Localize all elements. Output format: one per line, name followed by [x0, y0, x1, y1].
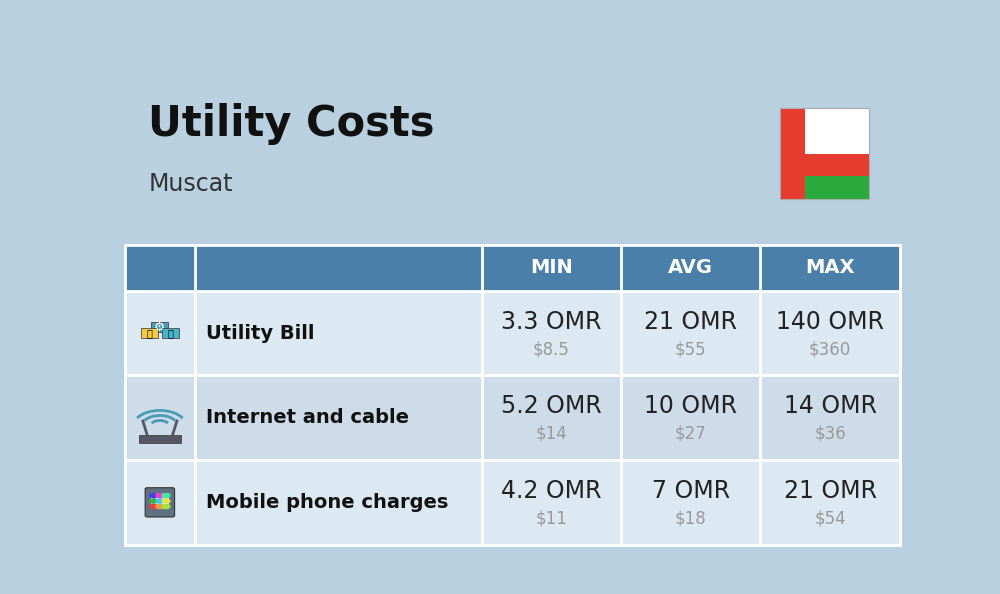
Text: $11: $11 [535, 510, 567, 527]
Circle shape [161, 504, 171, 509]
Bar [780, 108, 869, 200]
Bar [805, 108, 869, 154]
Circle shape [155, 493, 165, 498]
Bar [125, 291, 900, 375]
Text: $36: $36 [814, 425, 846, 443]
Text: $54: $54 [814, 510, 846, 527]
Text: Utility Costs: Utility Costs [148, 103, 435, 146]
Text: 140 OMR: 140 OMR [776, 309, 884, 334]
Bar [139, 435, 181, 443]
Text: 21 OMR: 21 OMR [644, 309, 737, 334]
Text: Muscat: Muscat [148, 172, 233, 196]
Text: $18: $18 [675, 510, 707, 527]
Bar [125, 375, 900, 460]
Text: MAX: MAX [805, 258, 855, 277]
FancyBboxPatch shape [145, 488, 175, 517]
Circle shape [155, 504, 165, 509]
Text: 5.2 OMR: 5.2 OMR [501, 394, 602, 418]
Text: 21 OMR: 21 OMR [784, 479, 877, 503]
Text: ⚙: ⚙ [154, 321, 166, 334]
Circle shape [161, 493, 171, 498]
Text: Mobile phone charges: Mobile phone charges [206, 493, 449, 512]
Bar [151, 322, 168, 332]
Circle shape [149, 493, 158, 498]
Circle shape [155, 498, 165, 504]
Text: $55: $55 [675, 340, 707, 358]
Text: $360: $360 [809, 340, 851, 358]
Bar [151, 493, 169, 509]
Bar [125, 245, 900, 291]
Text: 14 OMR: 14 OMR [784, 394, 877, 418]
Text: AVG: AVG [668, 258, 713, 277]
Text: 💧: 💧 [167, 328, 173, 338]
Text: Internet and cable: Internet and cable [206, 408, 409, 427]
Circle shape [149, 498, 158, 504]
Text: 10 OMR: 10 OMR [644, 394, 737, 418]
Bar [141, 328, 158, 338]
Bar [125, 460, 900, 545]
Text: 7 OMR: 7 OMR [652, 479, 730, 503]
Bar [780, 108, 869, 200]
Text: $27: $27 [675, 425, 707, 443]
Circle shape [161, 498, 171, 504]
Bar [162, 328, 179, 338]
Text: $8.5: $8.5 [533, 340, 570, 358]
Text: Utility Bill: Utility Bill [206, 324, 315, 343]
Circle shape [149, 504, 158, 509]
Text: MIN: MIN [530, 258, 573, 277]
Text: 🔌: 🔌 [147, 328, 153, 338]
Text: 3.3 OMR: 3.3 OMR [501, 309, 602, 334]
Text: 4.2 OMR: 4.2 OMR [501, 479, 602, 503]
Bar [805, 176, 869, 200]
Text: $14: $14 [535, 425, 567, 443]
